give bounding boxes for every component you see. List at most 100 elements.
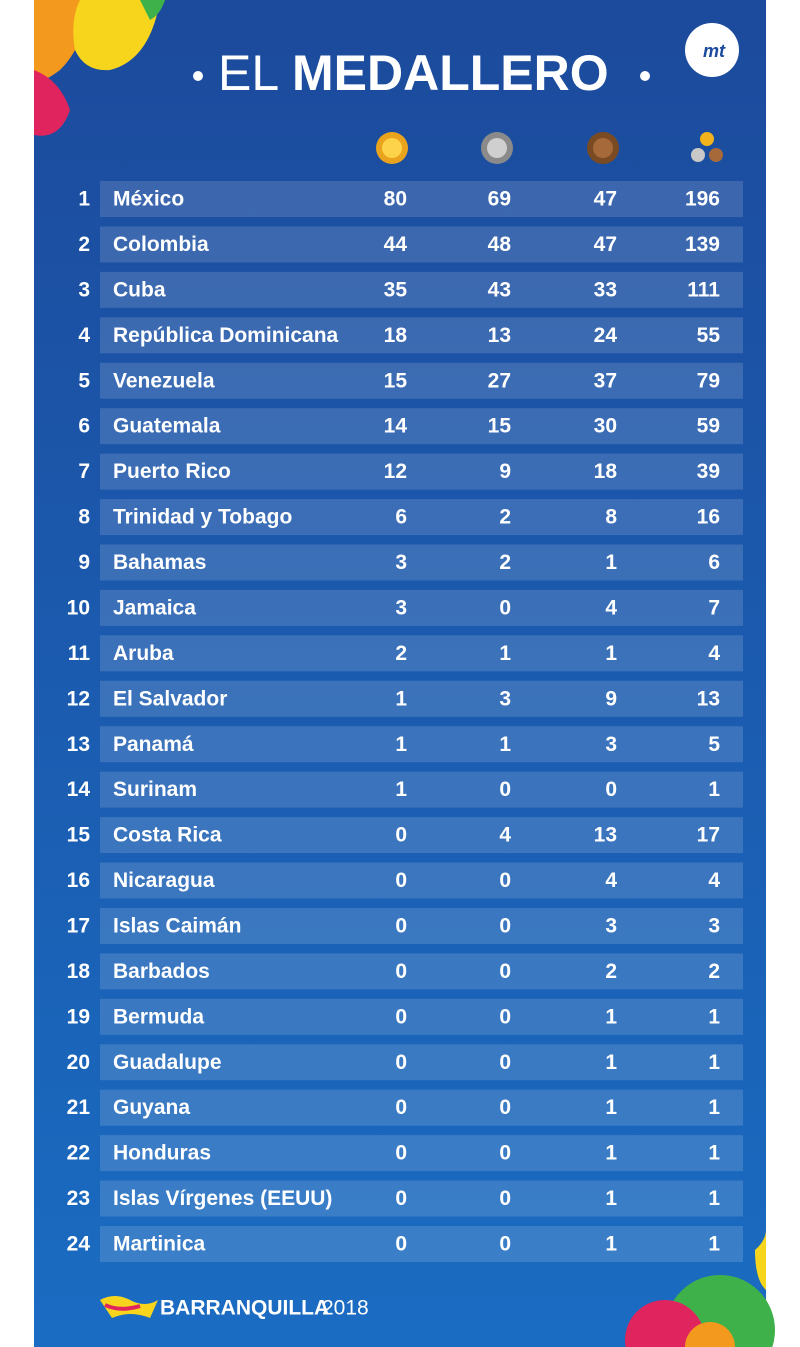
gold: 6 — [395, 506, 407, 529]
total: 79 — [697, 369, 720, 392]
logo — [685, 23, 739, 77]
country: Surinam — [113, 778, 197, 801]
row-bar — [100, 362, 743, 399]
silver: 0 — [499, 960, 511, 983]
bronze: 1 — [605, 1233, 617, 1256]
row: 12 El Salvador 1 3 9 13 — [67, 680, 743, 717]
bronze: 8 — [605, 506, 617, 529]
panel — [34, 0, 766, 1347]
total: 1 — [708, 778, 720, 801]
silver: 9 — [499, 460, 511, 483]
silver: 3 — [499, 687, 511, 710]
bronze: 1 — [605, 1187, 617, 1210]
row-bar — [100, 408, 743, 445]
rank: 16 — [67, 869, 90, 892]
silver: 0 — [499, 596, 511, 619]
bronze: 1 — [605, 1005, 617, 1028]
bronze: 1 — [605, 1142, 617, 1165]
row: 18 Barbados 0 0 2 2 — [67, 953, 743, 990]
country: Trinidad y Tobago — [113, 506, 292, 529]
title-dot — [640, 71, 650, 81]
country: Venezuela — [113, 369, 215, 392]
row: 20 Guadalupe 0 0 1 1 — [67, 1044, 743, 1081]
country: Bahamas — [113, 551, 206, 574]
row: 17 Islas Caimán 0 0 3 3 — [67, 907, 743, 944]
silver: 27 — [488, 369, 511, 392]
bronze: 18 — [594, 460, 618, 483]
bronze: 47 — [594, 233, 617, 256]
total: 5 — [708, 733, 720, 756]
row-bar — [100, 817, 743, 854]
country: Bermuda — [113, 1005, 204, 1028]
gold: 0 — [395, 824, 407, 847]
row-bar — [100, 544, 743, 581]
silver: 0 — [499, 1233, 511, 1256]
silver: 43 — [488, 278, 511, 301]
rank: 14 — [67, 778, 91, 801]
rank: 20 — [67, 1051, 90, 1074]
gold: 1 — [395, 778, 407, 801]
country: Honduras — [113, 1142, 211, 1165]
rank: 9 — [78, 551, 90, 574]
gold: 0 — [395, 1096, 407, 1119]
gold: 44 — [384, 233, 408, 256]
medal-icons — [376, 132, 723, 164]
decoration-bottom — [625, 1230, 775, 1347]
bronze: 2 — [605, 960, 617, 983]
rank: 11 — [68, 642, 91, 665]
row: 11 Aruba 2 1 1 4 — [68, 635, 743, 672]
country: Panamá — [113, 733, 194, 756]
silver: 0 — [499, 915, 511, 938]
total: 59 — [697, 415, 720, 438]
rank: 21 — [67, 1096, 91, 1119]
country: Guadalupe — [113, 1051, 222, 1074]
gold: 15 — [384, 369, 408, 392]
row: 15 Costa Rica 0 4 13 17 — [67, 817, 743, 854]
row-bar — [100, 771, 743, 808]
bronze: 1 — [605, 642, 617, 665]
bronze: 1 — [605, 1051, 617, 1074]
rank: 2 — [78, 233, 90, 256]
rank: 13 — [67, 733, 90, 756]
rank: 5 — [78, 369, 90, 392]
country: Costa Rica — [113, 824, 222, 847]
rank: 18 — [67, 960, 91, 983]
gold: 0 — [395, 1233, 407, 1256]
silver: 1 — [499, 733, 511, 756]
silver: 15 — [488, 415, 512, 438]
silver: 0 — [499, 1051, 511, 1074]
bronze: 13 — [594, 824, 617, 847]
silver: 69 — [488, 188, 511, 211]
gold: 1 — [395, 733, 407, 756]
title-dot — [193, 71, 203, 81]
silver: 13 — [488, 324, 511, 347]
total: 6 — [708, 551, 720, 574]
gold: 0 — [395, 1051, 407, 1074]
country: Guatemala — [113, 415, 221, 438]
bronze: 1 — [605, 551, 617, 574]
total: 1 — [708, 1096, 720, 1119]
country: Colombia — [113, 233, 209, 256]
row: 2 Colombia 44 48 47 139 — [78, 226, 743, 263]
silver: 0 — [499, 778, 511, 801]
total: 3 — [708, 915, 720, 938]
gold: 1 — [395, 687, 407, 710]
rank: 23 — [67, 1187, 90, 1210]
silver: 4 — [499, 824, 511, 847]
silver: 48 — [488, 233, 512, 256]
country: Puerto Rico — [113, 460, 231, 483]
row-bar — [100, 1226, 743, 1262]
row: 24 Martinica 0 0 1 1 — [67, 1226, 743, 1262]
total: 7 — [708, 596, 720, 619]
row: 4 República Dominicana 18 13 24 55 — [78, 317, 743, 354]
gold: 0 — [395, 1005, 407, 1028]
bronze: 24 — [594, 324, 618, 347]
row-bar — [100, 953, 743, 990]
rank: 12 — [67, 687, 90, 710]
row-bar — [100, 271, 743, 308]
silver: 2 — [499, 506, 511, 529]
rank: 6 — [78, 415, 90, 438]
bronze: 37 — [594, 369, 617, 392]
row-bar — [100, 680, 743, 717]
